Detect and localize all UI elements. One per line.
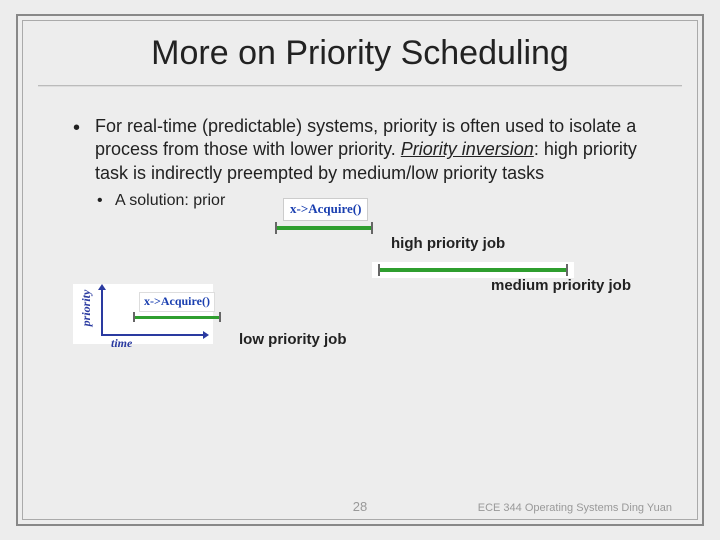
medium-priority-label: medium priority job bbox=[491, 276, 631, 296]
tick-icon bbox=[371, 222, 373, 234]
bullet-text: For real-time (predictable) systems, pri… bbox=[95, 116, 637, 183]
footer-credit: ECE 344 Operating Systems Ding Yuan bbox=[478, 502, 672, 514]
high-priority-label: high priority job bbox=[391, 234, 505, 254]
y-axis-label: priority bbox=[79, 284, 95, 332]
slide-title: More on Priority Scheduling bbox=[18, 34, 702, 73]
high-priority-bar bbox=[275, 226, 373, 230]
y-axis-icon bbox=[101, 288, 103, 336]
tick-icon bbox=[275, 222, 277, 234]
tick-icon bbox=[133, 312, 135, 322]
sub-bullet: A solution: prior bbox=[115, 191, 662, 212]
bullet-term: Priority inversion bbox=[401, 139, 534, 159]
diagram: x->Acquire() high priority job medium pr… bbox=[73, 212, 662, 372]
tick-icon bbox=[219, 312, 221, 322]
sub-bullet-list: A solution: prior bbox=[115, 191, 662, 212]
acquire-label-top: x->Acquire() bbox=[283, 198, 368, 221]
tick-icon bbox=[566, 264, 568, 276]
medium-priority-bar bbox=[378, 268, 568, 272]
main-bullet: For real-time (predictable) systems, pri… bbox=[95, 115, 662, 212]
content-area: For real-time (predictable) systems, pri… bbox=[18, 87, 702, 372]
page-number: 28 bbox=[353, 499, 367, 514]
low-priority-bar bbox=[133, 316, 221, 319]
slide-frame: More on Priority Scheduling For real-tim… bbox=[16, 14, 704, 526]
x-axis-label: time bbox=[111, 336, 132, 352]
low-priority-label: low priority job bbox=[239, 330, 347, 350]
tick-icon bbox=[378, 264, 380, 276]
acquire-label-bottom: x->Acquire() bbox=[139, 292, 215, 312]
